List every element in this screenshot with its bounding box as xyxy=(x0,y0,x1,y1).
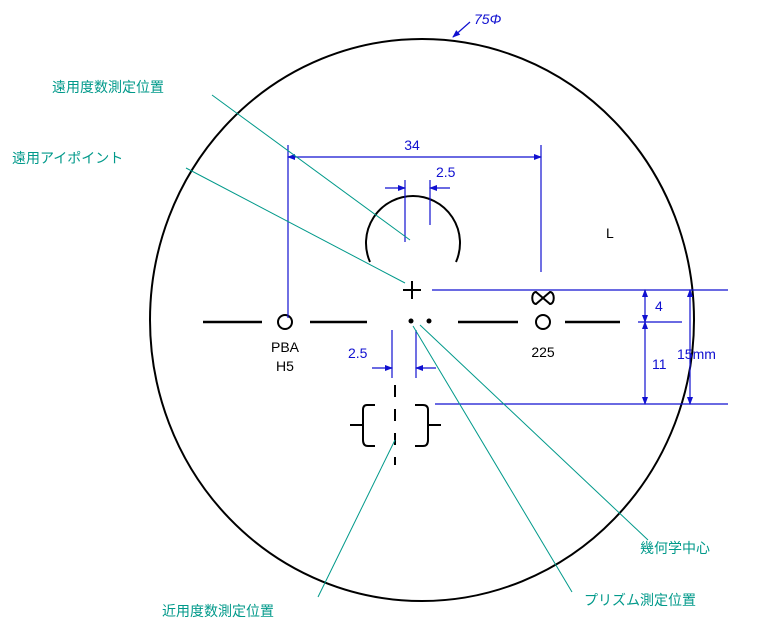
dimension-label: 15mm xyxy=(677,346,716,362)
dimension-label: 2.5 xyxy=(348,345,368,361)
lens-outline xyxy=(149,38,695,602)
leader-label: 近用度数測定位置 xyxy=(162,603,274,619)
far-cross xyxy=(403,281,421,299)
leader-label: プリズム測定位置 xyxy=(584,592,696,608)
leader-label: 遠用アイポイント xyxy=(12,150,123,166)
dimension-label: 2.5 xyxy=(436,164,456,180)
mark-text: 225 xyxy=(531,344,555,360)
leader-lines xyxy=(185,94,649,598)
leader-label: 遠用度数測定位置 xyxy=(52,79,164,95)
lens-side: L xyxy=(606,225,614,241)
dot xyxy=(426,318,432,324)
diameter: 75Φ xyxy=(474,11,502,27)
mark-text: H5 xyxy=(276,358,294,374)
leader-label: 幾何学中心 xyxy=(640,540,710,556)
mark-text: PBA xyxy=(271,339,300,355)
dimension-label: 34 xyxy=(404,137,420,153)
dot xyxy=(408,318,414,324)
dimension-lines xyxy=(287,145,728,405)
hidden-mark-right xyxy=(535,314,551,330)
dimension-label: 11 xyxy=(652,356,667,372)
hidden-mark-left xyxy=(277,314,293,330)
dimension-label: 4 xyxy=(655,298,663,314)
far-circle xyxy=(365,195,461,263)
diameter-arrow xyxy=(452,21,471,38)
addition-mark xyxy=(531,290,555,306)
